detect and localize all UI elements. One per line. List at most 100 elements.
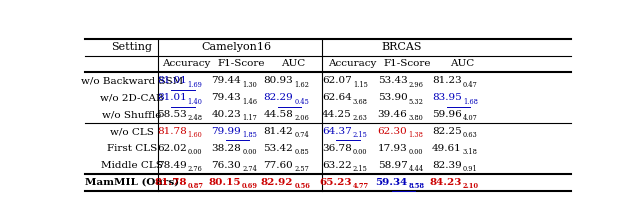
Text: 80.15: 80.15 <box>209 178 241 187</box>
Text: 2.63: 2.63 <box>353 114 367 123</box>
Text: 84.23: 84.23 <box>429 178 462 187</box>
Text: 1.62: 1.62 <box>294 81 309 89</box>
Text: Accuracy: Accuracy <box>163 59 211 68</box>
Text: 80.93: 80.93 <box>264 76 293 85</box>
Text: 44.25: 44.25 <box>322 110 352 119</box>
Text: 3.18: 3.18 <box>463 148 478 156</box>
Text: 1.68: 1.68 <box>463 97 478 105</box>
Text: 0.87: 0.87 <box>188 182 204 190</box>
Text: 0.47: 0.47 <box>463 81 477 89</box>
Text: 2.15: 2.15 <box>353 165 367 173</box>
Text: 4.07: 4.07 <box>463 114 477 123</box>
Text: 65.23: 65.23 <box>319 178 352 187</box>
Text: 4.77: 4.77 <box>353 182 369 190</box>
Text: 1.38: 1.38 <box>408 131 423 139</box>
Text: 58.97: 58.97 <box>378 161 408 170</box>
Text: 2.96: 2.96 <box>408 81 423 89</box>
Text: 0.69: 0.69 <box>242 182 258 190</box>
Text: 1.17: 1.17 <box>242 114 257 123</box>
Text: 1.69: 1.69 <box>188 81 202 89</box>
Text: 82.29: 82.29 <box>264 93 293 102</box>
Text: 62.64: 62.64 <box>322 93 352 102</box>
Text: 2.10: 2.10 <box>463 182 479 190</box>
Text: 2.06: 2.06 <box>294 114 309 123</box>
Text: w/o Backward SSM: w/o Backward SSM <box>81 76 183 85</box>
Text: 59.34: 59.34 <box>375 178 408 187</box>
Text: MamMIL (Ours): MamMIL (Ours) <box>85 178 179 187</box>
Text: 83.95: 83.95 <box>432 93 462 102</box>
Text: 2.15: 2.15 <box>353 131 367 139</box>
Text: 0.63: 0.63 <box>463 131 477 139</box>
Text: 3.68: 3.68 <box>353 97 367 105</box>
Text: First CLS: First CLS <box>107 144 157 153</box>
Text: 0.00: 0.00 <box>353 148 367 156</box>
Text: 78.49: 78.49 <box>157 161 187 170</box>
Text: 81.01: 81.01 <box>157 93 187 102</box>
Text: 0.00: 0.00 <box>188 148 202 156</box>
Text: Camelyon16: Camelyon16 <box>201 42 271 52</box>
Text: 17.93: 17.93 <box>378 144 408 153</box>
Text: BRCAS: BRCAS <box>381 42 422 52</box>
Text: 62.07: 62.07 <box>322 76 352 85</box>
Text: 5.32: 5.32 <box>408 97 423 105</box>
Text: 8.58: 8.58 <box>408 182 424 190</box>
Text: 0.45: 0.45 <box>294 97 309 105</box>
Text: 1.15: 1.15 <box>353 81 367 89</box>
Text: 36.78: 36.78 <box>322 144 352 153</box>
Text: w/o 2D-CAB: w/o 2D-CAB <box>100 93 164 102</box>
Text: 44.58: 44.58 <box>264 110 293 119</box>
Text: 1.60: 1.60 <box>188 131 202 139</box>
Text: 64.37: 64.37 <box>322 127 352 136</box>
Text: 39.46: 39.46 <box>378 110 408 119</box>
Text: Setting: Setting <box>111 42 152 52</box>
Text: 82.39: 82.39 <box>432 161 462 170</box>
Text: 2.76: 2.76 <box>188 165 202 173</box>
Text: 0.74: 0.74 <box>294 131 309 139</box>
Text: 1.85: 1.85 <box>242 131 257 139</box>
Text: Accuracy: Accuracy <box>328 59 376 68</box>
Text: 79.99: 79.99 <box>211 127 241 136</box>
Text: F1-Score: F1-Score <box>383 59 431 68</box>
Text: F1-Score: F1-Score <box>218 59 265 68</box>
Text: 82.92: 82.92 <box>260 178 293 187</box>
Text: 76.30: 76.30 <box>211 161 241 170</box>
Text: 81.01: 81.01 <box>157 76 187 85</box>
Text: 1.46: 1.46 <box>242 97 257 105</box>
Text: 2.57: 2.57 <box>294 165 309 173</box>
Text: 0.85: 0.85 <box>294 148 309 156</box>
Text: 1.40: 1.40 <box>188 97 202 105</box>
Text: 59.96: 59.96 <box>432 110 462 119</box>
Text: 62.30: 62.30 <box>378 127 408 136</box>
Text: 0.91: 0.91 <box>463 165 477 173</box>
Text: 3.80: 3.80 <box>408 114 423 123</box>
Text: 77.60: 77.60 <box>264 161 293 170</box>
Text: 38.28: 38.28 <box>211 144 241 153</box>
Text: 0.00: 0.00 <box>242 148 257 156</box>
Text: 81.78: 81.78 <box>154 178 187 187</box>
Text: 53.90: 53.90 <box>378 93 408 102</box>
Text: 2.74: 2.74 <box>242 165 257 173</box>
Text: 79.43: 79.43 <box>211 93 241 102</box>
Text: 49.61: 49.61 <box>432 144 462 153</box>
Text: w/o CLS: w/o CLS <box>110 127 154 136</box>
Text: 62.02: 62.02 <box>157 144 187 153</box>
Text: w/o Shuffle: w/o Shuffle <box>102 110 162 119</box>
Text: 82.25: 82.25 <box>432 127 462 136</box>
Text: 0.56: 0.56 <box>294 182 310 190</box>
Text: AUC: AUC <box>450 59 474 68</box>
Text: 58.53: 58.53 <box>157 110 187 119</box>
Text: 81.78: 81.78 <box>157 127 187 136</box>
Text: 53.43: 53.43 <box>378 76 408 85</box>
Text: 0.00: 0.00 <box>408 148 423 156</box>
Text: AUC: AUC <box>281 59 305 68</box>
Text: 2.48: 2.48 <box>188 114 203 123</box>
Text: Middle CLS: Middle CLS <box>101 161 163 170</box>
Text: 79.44: 79.44 <box>211 76 241 85</box>
Text: 53.42: 53.42 <box>264 144 293 153</box>
Text: 40.23: 40.23 <box>211 110 241 119</box>
Text: 1.30: 1.30 <box>242 81 257 89</box>
Text: 81.42: 81.42 <box>264 127 293 136</box>
Text: 81.23: 81.23 <box>432 76 462 85</box>
Text: 63.22: 63.22 <box>322 161 352 170</box>
Text: 4.44: 4.44 <box>408 165 424 173</box>
